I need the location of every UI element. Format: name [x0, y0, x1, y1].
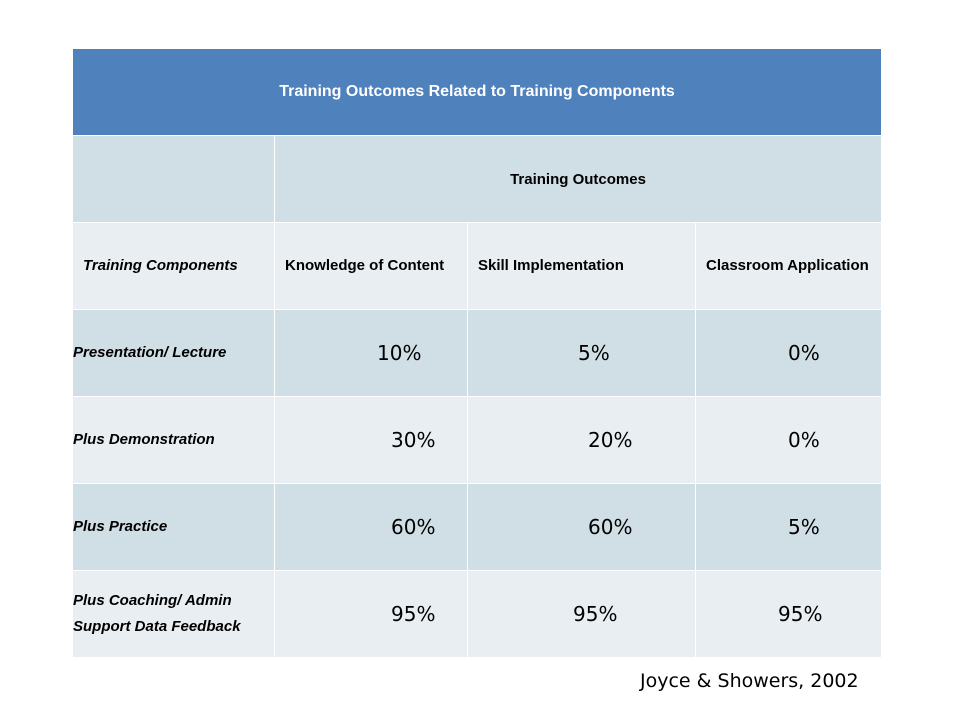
empty-corner-cell — [72, 135, 275, 223]
value-cell: 95% — [467, 570, 696, 658]
column-header-skill: Skill Implementation — [467, 222, 696, 310]
column-header-knowledge: Knowledge of Content — [274, 222, 468, 310]
value-cell: 0% — [694, 396, 883, 484]
value-cell: 0% — [694, 309, 883, 397]
value-cell: 30% — [274, 396, 468, 484]
table-row: Plus Demonstration 30% 20% 0% — [72, 396, 883, 484]
value-cell: 60% — [467, 483, 696, 571]
value-cell: 5% — [694, 483, 883, 571]
value-cell: 5% — [467, 309, 696, 397]
row-label: Plus Practice — [72, 483, 275, 571]
citation: Joyce & Showers, 2002 — [640, 670, 859, 692]
value-cell: 95% — [694, 570, 883, 658]
value-cell: 20% — [467, 396, 696, 484]
outcomes-header: Training Outcomes — [273, 135, 883, 223]
table-row: Plus Coaching/ Admin Support Data Feedba… — [72, 570, 883, 658]
value-cell: 60% — [274, 483, 468, 571]
row-label: Plus Demonstration — [72, 396, 275, 484]
table-row: Plus Practice 60% 60% 5% — [72, 483, 883, 571]
components-header: Training Components — [72, 222, 275, 310]
row-label: Presentation/ Lecture — [72, 309, 275, 397]
row-label: Plus Coaching/ Admin Support Data Feedba… — [72, 570, 275, 658]
table-title: Training Outcomes Related to Training Co… — [71, 48, 883, 136]
value-cell: 10% — [274, 309, 468, 397]
table-row: Presentation/ Lecture 10% 5% 0% — [72, 309, 883, 397]
column-header-classroom: Classroom Application — [694, 222, 883, 310]
value-cell: 95% — [274, 570, 468, 658]
outcomes-table: Training Outcomes Related to Training Co… — [71, 48, 883, 658]
